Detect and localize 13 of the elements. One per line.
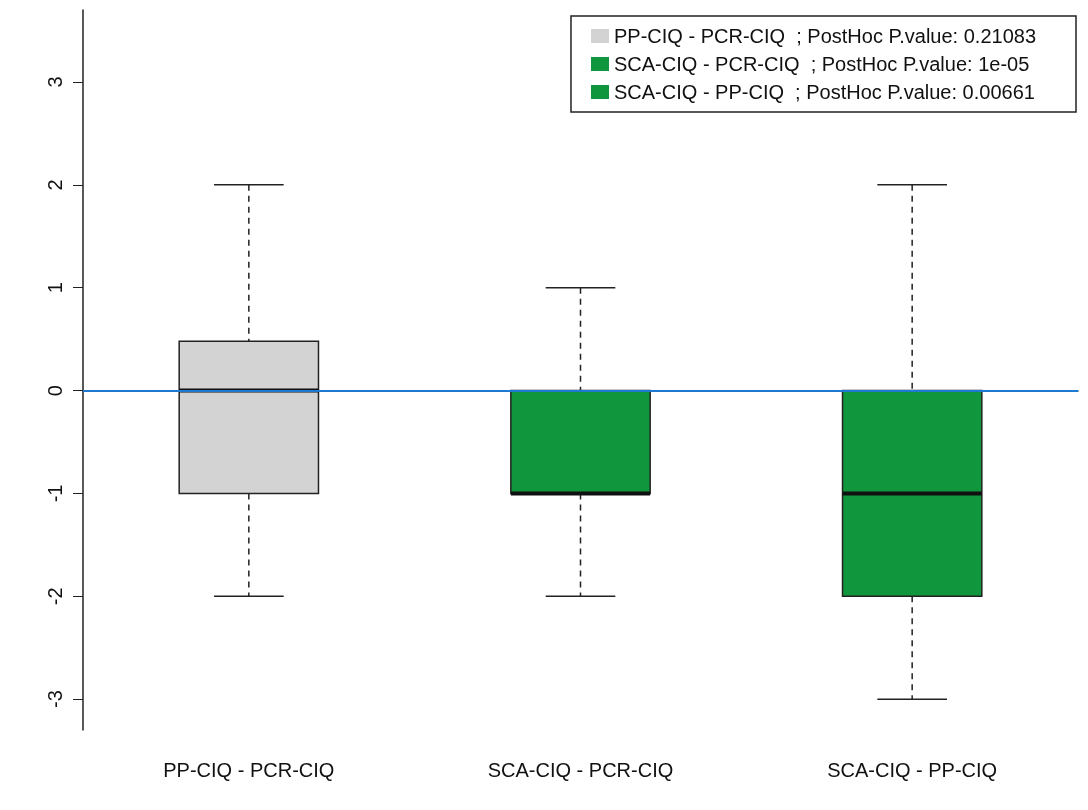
x-tick-label: PP-CIQ - PCR-CIQ: [163, 759, 335, 781]
y-tick-label: 1: [44, 282, 66, 294]
x-tick-label: SCA-CIQ - PP-CIQ: [827, 759, 998, 781]
y-tick-label: -2: [44, 587, 66, 606]
y-tick-label: 3: [44, 76, 66, 88]
legend-label: PP-CIQ - PCR-CIQ ; PostHoc P.value: 0.21083: [613, 25, 1037, 47]
y-tick-label: 2: [44, 179, 66, 191]
legend-label: SCA-CIQ - PP-CIQ ; PostHoc P.value: 0.00661: [613, 81, 1035, 103]
y-tick-label: -3: [44, 690, 66, 709]
legend-label: SCA-CIQ - PCR-CIQ ; PostHoc P.value: 1e-05: [613, 53, 1030, 75]
y-tick-label: -1: [44, 484, 66, 503]
x-tick-label: SCA-CIQ - PCR-CIQ: [487, 759, 674, 781]
y-tick-label: 0: [44, 385, 66, 397]
